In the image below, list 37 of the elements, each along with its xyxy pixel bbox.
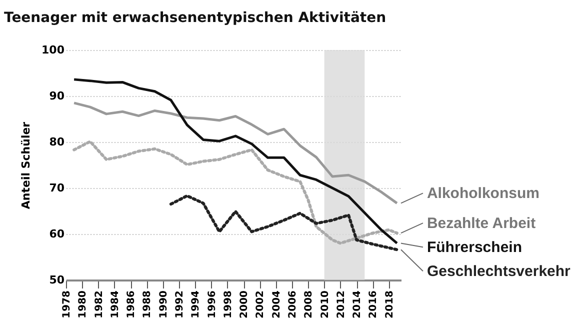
y-tick-label: 90	[49, 90, 65, 102]
x-tick-label: 2002	[255, 290, 266, 318]
y-tick-label: 50	[49, 274, 65, 286]
y-tick-label: 100	[42, 44, 65, 56]
line-series	[72, 140, 398, 245]
x-tick-label: 2006	[288, 290, 299, 318]
x-tick-label: 1978	[62, 290, 72, 318]
x-tick-label: 1998	[222, 290, 234, 318]
x-tick-label: 1992	[174, 290, 186, 318]
x-tick-label: 1986	[126, 290, 138, 318]
x-tick-label: 2004	[271, 290, 282, 318]
x-tick-label: 2010	[320, 290, 331, 318]
x-tick-label: 2018	[384, 290, 396, 318]
x-tick-label: 2000	[239, 290, 250, 318]
x-tick-label: 2014	[352, 290, 364, 318]
text: Geschlechtsverkehr	[426, 263, 571, 280]
x-tick-label: 1990	[158, 290, 170, 318]
x-tick-label: 1982	[94, 290, 105, 318]
y-tick-label: 70	[49, 182, 65, 194]
x-tick-label: 2012	[336, 290, 347, 318]
text: Alkoholkonsum	[426, 185, 540, 202]
x-tick-label: 1988	[142, 290, 154, 318]
text: Führerschein	[426, 239, 522, 256]
x-tick-label: 1994	[190, 290, 202, 318]
chart-title: Teenager mit erwachsenentypischen Aktivitäten	[4, 10, 386, 26]
y-axis-title: Anteil Schüler	[20, 121, 33, 210]
text: Bezahlte Arbeit	[426, 215, 536, 232]
y-tick-label: 80	[49, 136, 65, 148]
line-series	[169, 194, 398, 252]
y-tick-label: 60	[49, 228, 65, 240]
line-series	[72, 78, 398, 244]
x-tick-label: 1996	[206, 290, 218, 318]
x-tick-label: 2008	[304, 290, 315, 318]
x-tick-label: 1980	[78, 290, 89, 318]
x-tick-label: 1984	[110, 290, 121, 318]
line-series	[72, 102, 398, 204]
x-tick-label: 2016	[368, 290, 380, 318]
